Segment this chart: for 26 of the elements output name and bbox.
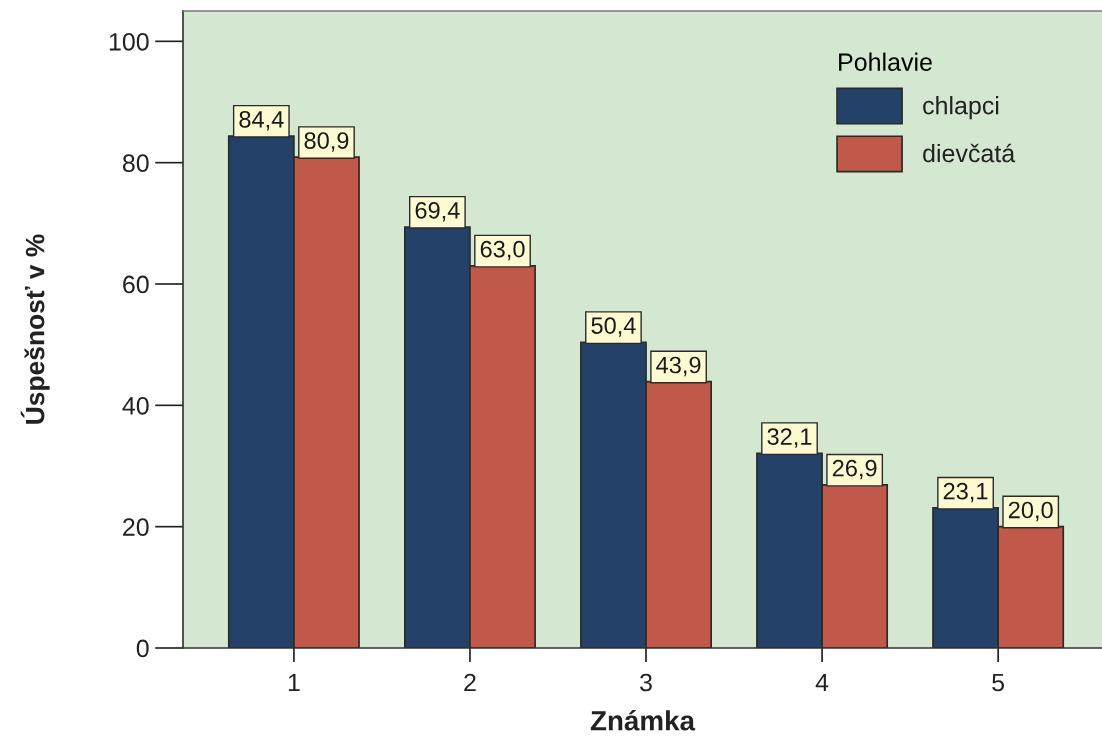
data-label: 50,4 xyxy=(591,317,636,337)
y-tick-label: 20 xyxy=(123,518,149,536)
data-label: 80,9 xyxy=(304,132,349,152)
data-label: 23,1 xyxy=(943,482,988,503)
legend-label: chlapci xyxy=(923,96,999,120)
data-label: 32,1 xyxy=(767,428,812,448)
x-tick-label: 5 xyxy=(992,673,1005,692)
data-label: 84,4 xyxy=(239,110,284,131)
y-tick-label: 40 xyxy=(122,396,149,415)
data-label: 43,9 xyxy=(656,356,701,377)
y-tick-label: 60 xyxy=(123,275,149,294)
y-tick-label: 0 xyxy=(136,639,149,658)
x-axis-title: Známka xyxy=(590,709,696,731)
legend-label: dievčatá xyxy=(923,143,1016,163)
data-label: 69,4 xyxy=(415,201,460,222)
x-tick-label: 1 xyxy=(288,673,300,692)
x-tick-label: 3 xyxy=(640,673,652,692)
data-label: 63,0 xyxy=(480,240,525,261)
x-tick-label: 4 xyxy=(815,673,829,692)
y-tick-label: 80 xyxy=(122,154,149,172)
x-tick-label: 2 xyxy=(464,673,476,692)
y-axis-title: Úspešnosť v % xyxy=(20,234,50,424)
data-label: 20,0 xyxy=(1008,501,1053,522)
y-tick-label: 100 xyxy=(109,32,149,51)
data-label: 26,9 xyxy=(832,459,877,480)
legend-title: Pohlavie xyxy=(839,52,932,71)
